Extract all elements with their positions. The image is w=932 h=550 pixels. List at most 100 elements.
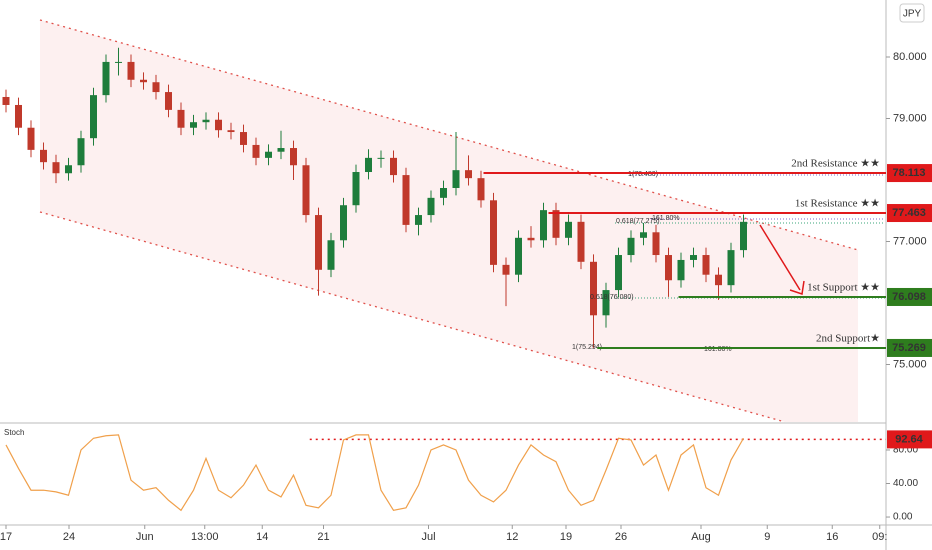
level-name: 1st Resistance ★★: [795, 198, 880, 210]
candle-body: [327, 240, 335, 270]
level-name: 2nd Resistance ★★: [791, 158, 880, 170]
candle-body: [277, 148, 285, 152]
level-name: 2nd Support★: [816, 332, 880, 344]
x-tick-label: Jul: [421, 531, 435, 543]
candle-body: [365, 157, 372, 173]
indicator-title: Stoch: [4, 428, 24, 437]
y-tick-label: 80.00: [893, 445, 918, 456]
candle-body: [77, 138, 85, 166]
candle-body: [615, 255, 622, 291]
fib-label: 1(75.294): [572, 344, 602, 351]
candle-body: [590, 261, 597, 316]
currency-label: JPY: [903, 9, 922, 20]
level-price: 75.269: [892, 342, 926, 354]
candle-body: [540, 210, 547, 241]
x-tick-label: 24: [63, 531, 75, 543]
candle-body: [315, 215, 322, 270]
candle-body: [627, 237, 635, 256]
candle-body: [27, 127, 35, 150]
x-tick-label: 26: [615, 531, 627, 543]
y-tick-label: 75.000: [893, 358, 927, 370]
candle-body: [665, 255, 672, 281]
candle-body: [577, 221, 585, 262]
candle-body: [740, 221, 747, 251]
level-price-box: [887, 287, 932, 306]
x-tick-label: 17: [0, 531, 12, 543]
level-name: 1st Support ★★: [807, 282, 880, 294]
candle-body: [415, 215, 422, 225]
x-tick-label: 12: [506, 531, 518, 543]
y-tick-label: 80.000: [893, 51, 927, 63]
candle-body: [465, 170, 472, 179]
level-price: 77.463: [892, 207, 926, 219]
level-price: 78.113: [892, 167, 925, 179]
candle-body: [52, 162, 60, 174]
candle-body: [502, 264, 510, 275]
x-tick-label: 13:00: [191, 531, 219, 543]
candle-body: [115, 61, 122, 63]
y-tick-label: 77.000: [893, 235, 927, 247]
candle-body: [252, 144, 260, 158]
candle-body: [515, 237, 522, 275]
candle-body: [265, 151, 272, 158]
candle-body: [340, 205, 347, 241]
candle-body: [2, 96, 10, 105]
stoch-level-label: 92.64: [895, 433, 923, 445]
candle-body: [202, 119, 210, 123]
candle-body: [690, 255, 697, 260]
forecast-arrow: [759, 224, 801, 291]
candle-body: [152, 82, 160, 93]
candle-body: [352, 172, 360, 206]
candle-body: [715, 274, 722, 286]
channel-upper: [39, 19, 859, 251]
candle-body: [702, 255, 710, 275]
candle-body: [652, 232, 660, 256]
candle-body: [177, 109, 185, 128]
candle-body: [290, 148, 297, 166]
candle-body: [477, 178, 485, 201]
y-tick-label: 0.00: [893, 512, 913, 523]
x-tick-label: 21: [317, 531, 329, 543]
fib-label: 0.618(77.275): [616, 218, 660, 225]
candle-body: [377, 157, 385, 159]
fib-label: 161.80%: [704, 346, 732, 353]
level-price: 76.098: [892, 291, 926, 303]
candle-body: [527, 237, 535, 241]
candle-body: [140, 79, 147, 83]
fib-label: 1(78.480): [628, 171, 658, 178]
x-tick-label: 14: [256, 531, 268, 543]
candle-body: [490, 200, 497, 265]
candle-body: [390, 157, 397, 176]
candle-body: [227, 130, 235, 133]
candle-body: [640, 232, 647, 238]
candle-body: [565, 221, 572, 238]
currency-button[interactable]: [899, 3, 925, 23]
level-price-box: [887, 164, 932, 183]
candle-body: [102, 61, 110, 96]
marks: [2, 47, 747, 348]
level-price-box: [887, 204, 932, 223]
channel-fill: [40, 20, 858, 422]
level-price-box: [887, 338, 932, 357]
x-tick-label: 16: [826, 531, 838, 543]
candle-body: [440, 187, 447, 198]
candle-body: [165, 92, 172, 110]
candle-body: [65, 165, 72, 174]
candle-body: [452, 170, 460, 188]
candle-body: [240, 132, 247, 145]
candle-body: [90, 95, 97, 139]
candle-body: [127, 61, 135, 80]
y-tick-label: 40.00: [893, 478, 918, 489]
fib-label: 161.80%: [652, 215, 680, 222]
candle-body: [427, 197, 435, 216]
candle-body: [402, 175, 410, 225]
candle-body: [602, 290, 610, 316]
x-tick-label: 9: [764, 531, 770, 543]
candle-body: [302, 165, 310, 216]
x-tick-label: 09:: [872, 531, 887, 543]
candle-body: [727, 250, 735, 286]
candle-body: [677, 259, 685, 281]
fib-label: 0.618(76.080): [590, 294, 634, 301]
